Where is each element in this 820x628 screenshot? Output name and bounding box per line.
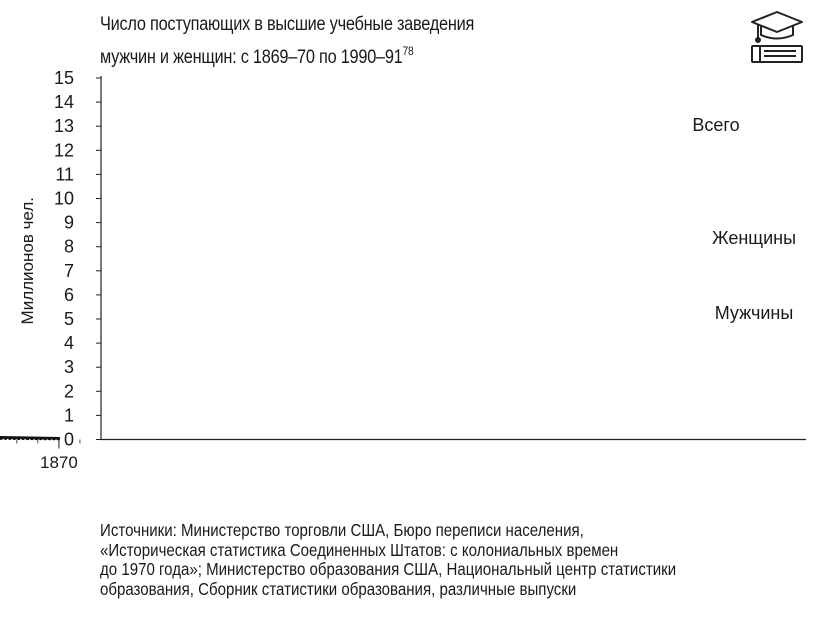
y-tick-label-12: 12 xyxy=(54,140,74,160)
y-tick-label-14: 14 xyxy=(54,92,74,112)
chart-area: 0123456789101112131415187018901910193019… xyxy=(0,68,806,472)
y-tick-label-0: 0 xyxy=(64,430,74,450)
chart-title-line1: Число поступающих в высшие учебные завед… xyxy=(100,14,475,35)
graduation-cap-on-book-icon xyxy=(751,11,803,63)
x-tick-label-1870: 1870 xyxy=(40,453,78,472)
y-tick-label-13: 13 xyxy=(54,116,74,136)
chart-title-line2: мужчин и женщин: с 1869–70 по 1990–9178 xyxy=(100,38,474,71)
source-line-2: «Историческая статистика Соединенных Шта… xyxy=(100,539,619,560)
chart-title: Число поступающих в высшие учебные завед… xyxy=(100,11,474,71)
y-tick-label-10: 10 xyxy=(54,189,74,209)
y-tick-label-7: 7 xyxy=(64,261,74,281)
y-tick-label-5: 5 xyxy=(64,309,74,329)
y-tick-label-3: 3 xyxy=(64,357,74,377)
y-tick-label-11: 11 xyxy=(55,164,74,184)
y-tick-label-2: 2 xyxy=(64,381,74,401)
source-line-1: Источники: Министерство торговли США, Бю… xyxy=(100,520,584,540)
series-label-3: Женщины xyxy=(712,228,796,248)
chart-title-line2-text: мужчин и женщин: с 1869–70 по 1990–91 xyxy=(100,47,403,68)
y-tick-label-4: 4 xyxy=(64,333,74,353)
title-footnote: 78 xyxy=(402,44,414,58)
y-tick-label-6: 6 xyxy=(64,285,74,305)
series-label-2: Мужчины xyxy=(715,303,794,323)
plot: 0123456789101112131415187018901910193019… xyxy=(0,68,806,472)
source-note: Источники: Министерство торговли США, Бю… xyxy=(100,520,677,599)
source-line-3: до 1970 года»; Министерство образования … xyxy=(100,559,677,579)
y-tick-label-8: 8 xyxy=(64,237,74,257)
y-tick-label-9: 9 xyxy=(64,213,74,233)
source-line-4: образования, Сборник статистики образова… xyxy=(100,578,577,599)
series-label-1: Всего xyxy=(692,115,739,135)
y-tick-label-15: 15 xyxy=(54,68,74,88)
y-axis-title: Миллионов чел. xyxy=(18,197,37,324)
y-tick-label-1: 1 xyxy=(64,405,74,425)
